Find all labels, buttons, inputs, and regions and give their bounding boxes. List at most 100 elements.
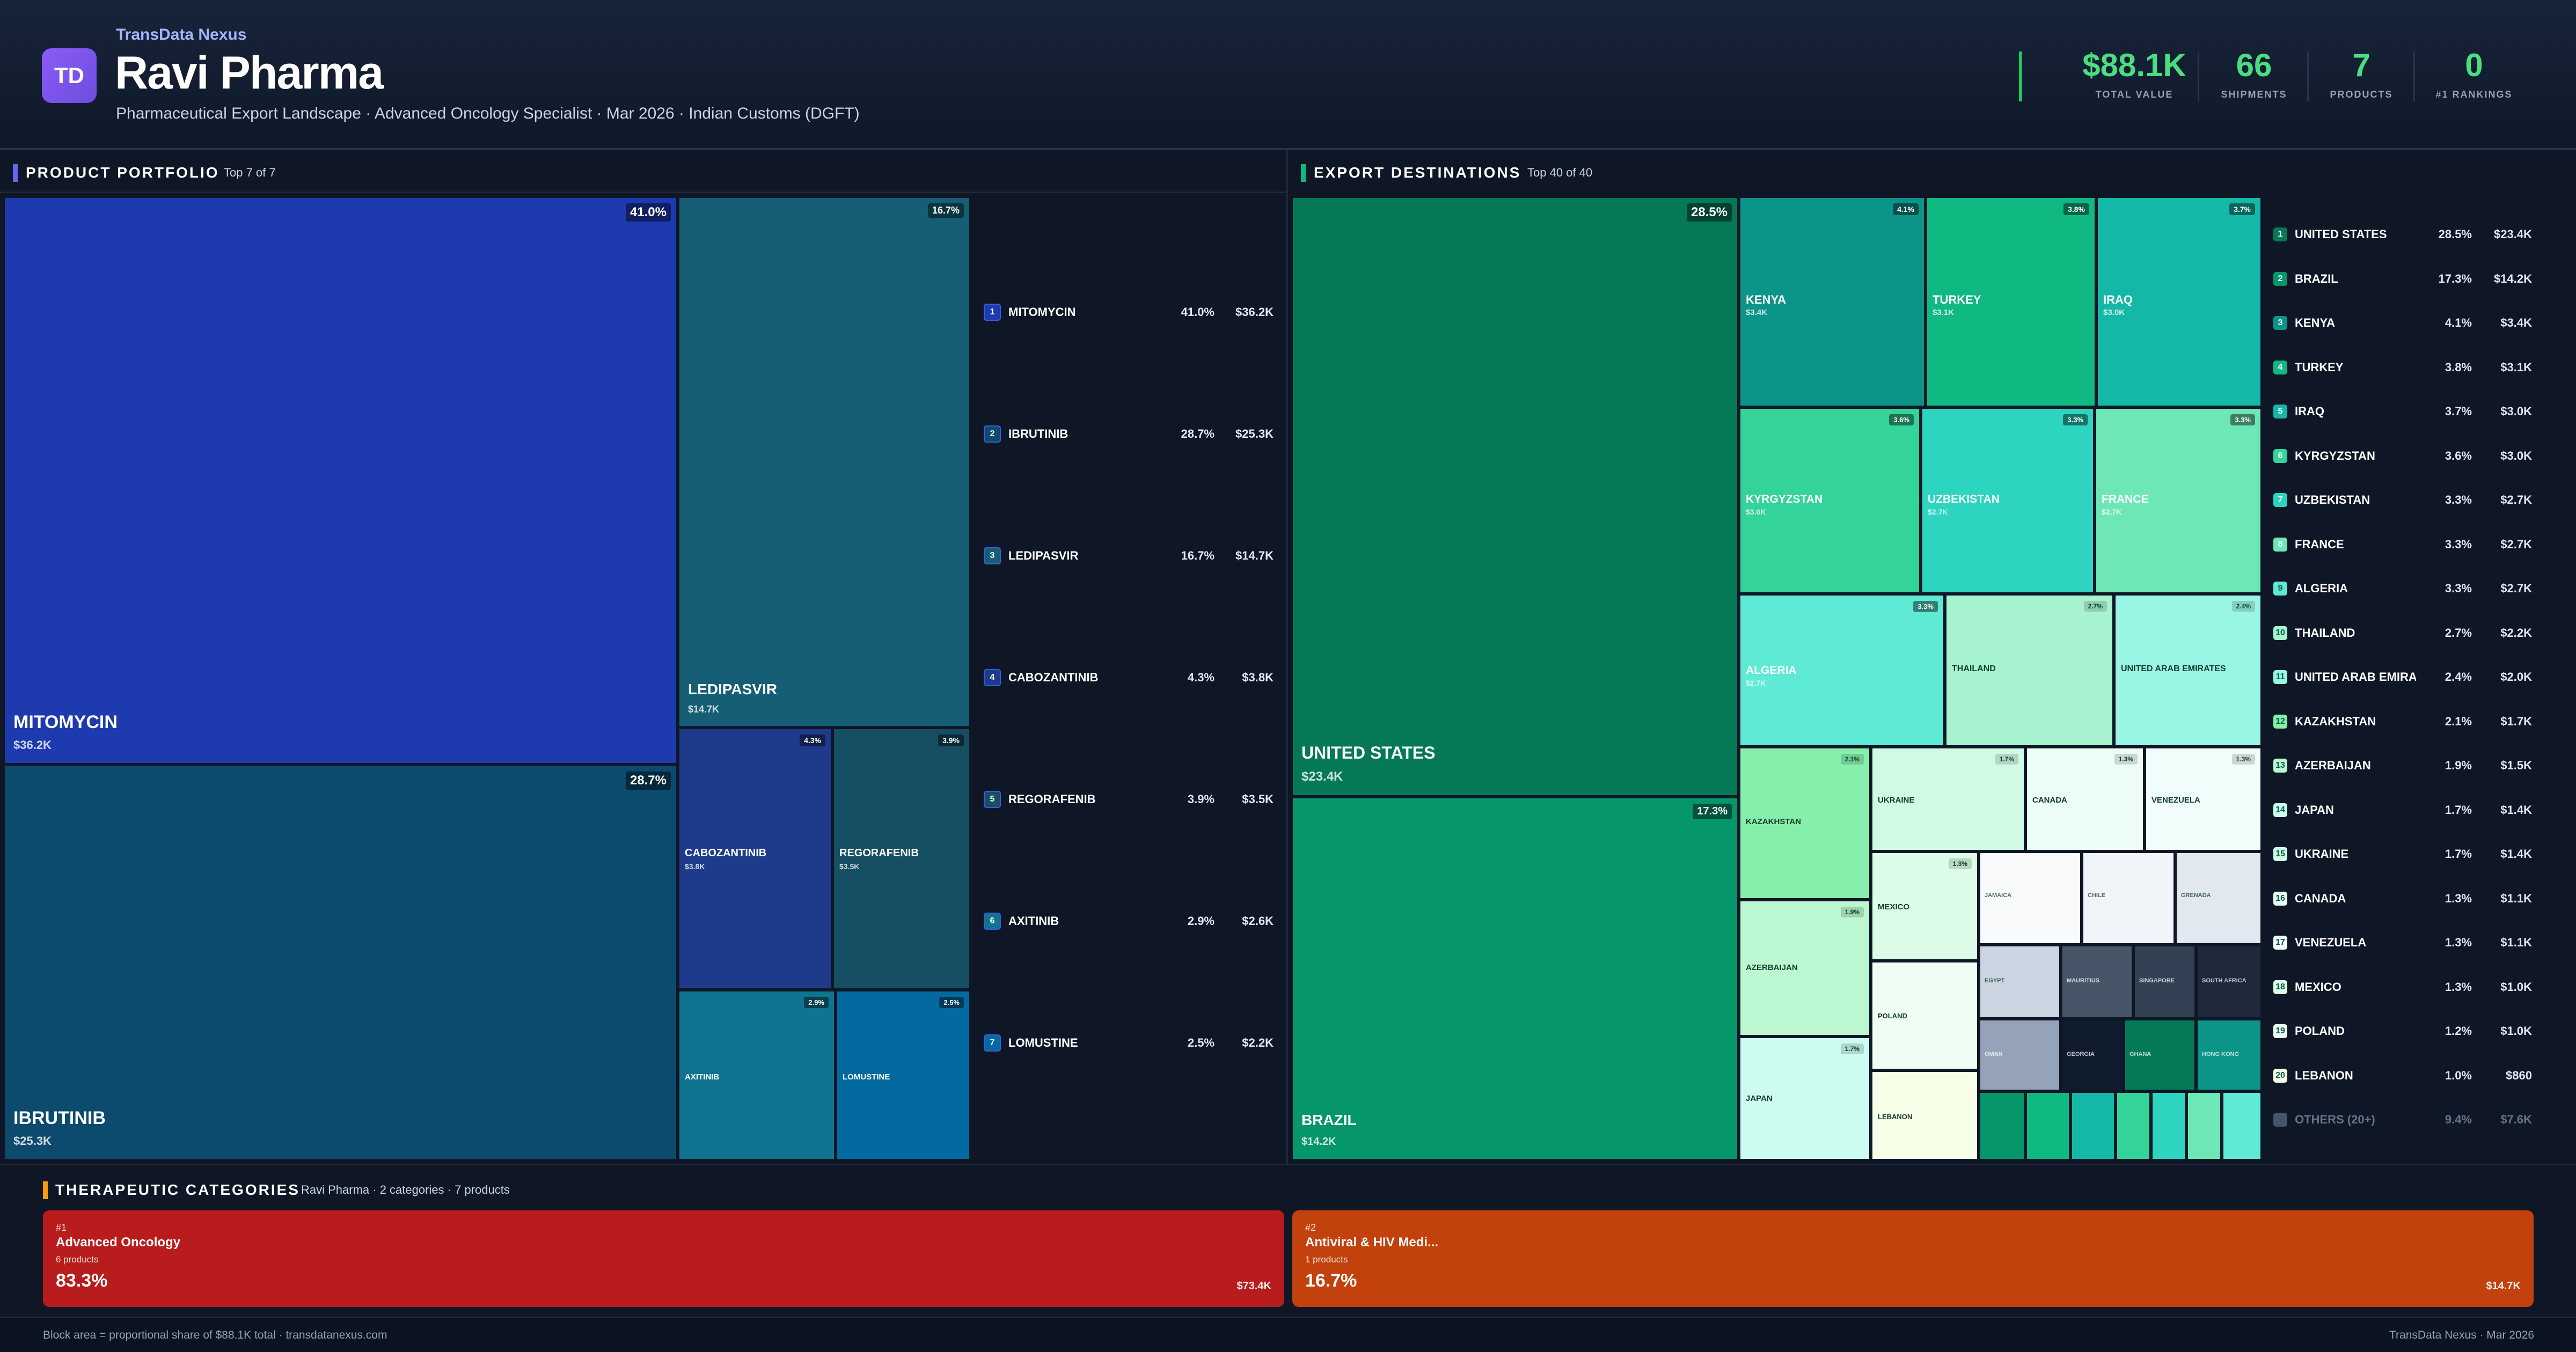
list-item[interactable]: 18 MEXICO 1.3% $1.0K bbox=[2273, 980, 2532, 994]
destination-block-small[interactable] bbox=[2116, 1091, 2151, 1160]
destination-block-small[interactable] bbox=[2070, 1091, 2116, 1160]
destination-block-france[interactable]: FRANCE $2.7K 3.3% bbox=[2095, 407, 2262, 594]
product-block-ledipasvir[interactable]: LEDIPASVIR $14.7K 16.7% bbox=[678, 196, 971, 728]
destination-block-kenya[interactable]: KENYA $3.4K 4.1% bbox=[1739, 196, 1926, 407]
product-block-mitomycin[interactable]: MITOMYCIN $36.2K 41.0% bbox=[3, 196, 678, 765]
list-item[interactable]: 6 AXITINIB 2.9% $2.6K bbox=[984, 913, 1274, 930]
list-item[interactable]: 8 FRANCE 3.3% $2.7K bbox=[2273, 537, 2532, 552]
list-item[interactable]: 3 LEDIPASVIR 16.7% $14.7K bbox=[984, 547, 1274, 564]
categories-title: THERAPEUTIC CATEGORIES bbox=[55, 1181, 300, 1198]
destination-block-venezuela[interactable]: VENEZUELA$1.1K1.3% bbox=[2145, 747, 2262, 851]
list-item-pct: 3.3% bbox=[2445, 493, 2472, 506]
list-item[interactable]: 1 UNITED STATES 28.5% $23.4K bbox=[2273, 227, 2532, 241]
page-subtitle: Pharmaceutical Export Landscape · Advanc… bbox=[116, 105, 860, 122]
destination-block-egypt[interactable]: EGYPT bbox=[1979, 945, 2061, 1019]
list-item-name: LEDIPASVIR bbox=[1008, 549, 1079, 562]
list-item[interactable]: 2 IBRUTINIB 28.7% $25.3K bbox=[984, 425, 1274, 443]
destination-block-thailand[interactable]: THAILAND$2.2K2.7% bbox=[1945, 594, 2114, 747]
destination-block-south-africa[interactable]: SOUTH AFRICA bbox=[2196, 945, 2262, 1019]
list-item-name: LEBANON bbox=[2295, 1068, 2353, 1082]
list-item[interactable]: 1 MITOMYCIN 41.0% $36.2K bbox=[984, 304, 1274, 321]
destination-block-canada[interactable]: CANADA$1.1K1.3% bbox=[2025, 747, 2145, 851]
section-accent-bar bbox=[43, 1181, 48, 1199]
destination-block-uzbekistan[interactable]: UZBEKISTAN $2.7K 3.3% bbox=[1921, 407, 2095, 594]
destination-block-kyrgyzstan[interactable]: KYRGYZSTAN $3.0K 3.6% bbox=[1739, 407, 1921, 594]
product-block-ibrutinib[interactable]: IBRUTINIB $25.3K 28.7% bbox=[3, 765, 678, 1160]
destination-block-name: FRANCE bbox=[2102, 493, 2149, 505]
list-item[interactable]: 5 IRAQ 3.7% $3.0K bbox=[2273, 405, 2532, 418]
destination-block-singapore[interactable]: SINGAPORE bbox=[2133, 945, 2196, 1019]
destination-block-value: $3.1K bbox=[1933, 307, 1955, 317]
product-block-pct: 3.9% bbox=[938, 734, 964, 746]
destination-block-small[interactable] bbox=[2025, 1091, 2070, 1160]
list-item[interactable]: 19 POLAND 1.2% $1.0K bbox=[2273, 1024, 2532, 1038]
list-item[interactable]: 7 LOMUSTINE 2.5% $2.2K bbox=[984, 1034, 1274, 1052]
kpi-rankings: 0 #1 RANKINGS bbox=[2418, 46, 2530, 100]
list-item[interactable]: 3 KENYA 4.1% $3.4K bbox=[2273, 316, 2532, 330]
export-destinations-subtitle: Top 40 of 40 bbox=[1527, 166, 1593, 179]
destination-block-mexico[interactable]: MEXICO$1.0K1.3% bbox=[1871, 851, 1979, 961]
product-block-regorafenib[interactable]: REGORAFENIB $3.5K 3.9% bbox=[832, 728, 971, 990]
destination-block-hong-kong[interactable]: HONG KONG bbox=[2196, 1019, 2262, 1091]
list-item-name: OTHERS (20+) bbox=[2295, 1113, 2375, 1126]
destination-block-united-states[interactable]: UNITED STATES $23.4K 28.5% bbox=[1291, 196, 1739, 797]
list-item[interactable]: 20 LEBANON 1.0% $860 bbox=[2273, 1068, 2532, 1083]
destination-block-chile[interactable]: CHILE bbox=[2082, 851, 2175, 945]
destination-block-turkey[interactable]: TURKEY $3.1K 3.8% bbox=[1926, 196, 2096, 407]
rank-badge: 7 bbox=[984, 1034, 1001, 1052]
destination-block-poland[interactable]: POLAND$1.0K bbox=[1871, 961, 1979, 1070]
destination-block-pct: 3.3% bbox=[2063, 414, 2088, 425]
list-item[interactable]: 12 KAZAKHSTAN 2.1% $1.7K bbox=[2273, 714, 2532, 729]
product-block-pct: 4.3% bbox=[800, 734, 825, 746]
destination-block-georgia[interactable]: GEORGIA bbox=[2061, 1019, 2124, 1091]
destination-block-small[interactable] bbox=[2151, 1091, 2186, 1160]
destination-block-lebanon[interactable]: LEBANON$860 bbox=[1871, 1070, 1979, 1160]
list-item[interactable]: 16 CANADA 1.3% $1.1K bbox=[2273, 891, 2532, 906]
destination-block-united-arab-emirates[interactable]: UNITED ARAB EMIRATES$2.0K2.4% bbox=[2114, 594, 2262, 747]
destination-block-algeria[interactable]: ALGERIA $2.7K 3.3% bbox=[1739, 594, 1945, 747]
list-item[interactable]: 10 THAILAND 2.7% $2.2K bbox=[2273, 626, 2532, 640]
product-block-value: $25.3K bbox=[13, 1134, 52, 1148]
destination-block-small[interactable] bbox=[2222, 1091, 2262, 1160]
list-item-value: $3.0K bbox=[2500, 449, 2532, 462]
list-item-name: REGORAFENIB bbox=[1008, 792, 1096, 806]
rank-badge bbox=[2273, 1113, 2287, 1127]
destination-block-ghana[interactable]: GHANA bbox=[2124, 1019, 2196, 1091]
destination-block-ukraine[interactable]: UKRAINE$1.4K1.7% bbox=[1871, 747, 2025, 851]
product-block-value: $3.8K bbox=[685, 862, 705, 871]
product-block-cabozantinib[interactable]: CABOZANTINIB $3.8K 4.3% bbox=[678, 728, 832, 990]
list-item-pct: 2.7% bbox=[2445, 626, 2472, 640]
list-item[interactable]: 7 UZBEKISTAN 3.3% $2.7K bbox=[2273, 493, 2532, 507]
destination-block-mauritius[interactable]: MAURITIUS bbox=[2061, 945, 2133, 1019]
list-item-pct: 4.3% bbox=[1187, 671, 1214, 684]
product-block-axitinib[interactable]: AXITINIB$2.6K2.9% bbox=[678, 990, 836, 1160]
list-item-value: $3.0K bbox=[2500, 405, 2532, 418]
list-item[interactable]: 2 BRAZIL 17.3% $14.2K bbox=[2273, 271, 2532, 286]
list-item[interactable]: 9 ALGERIA 3.3% $2.7K bbox=[2273, 582, 2532, 596]
destination-block-brazil[interactable]: BRAZIL $14.2K 17.3% bbox=[1291, 797, 1739, 1160]
list-item-others[interactable]: OTHERS (20+) 9.4% $7.6K bbox=[2273, 1113, 2532, 1127]
product-block-pct: 2.5% bbox=[939, 997, 964, 1008]
destination-block-azerbaijan[interactable]: AZERBAIJAN$1.5K1.9% bbox=[1739, 900, 1871, 1037]
destination-block-iraq[interactable]: IRAQ $3.0K 3.7% bbox=[2096, 196, 2262, 407]
list-item[interactable]: 13 AZERBAIJAN 1.9% $1.5K bbox=[2273, 759, 2532, 773]
list-item[interactable]: 4 CABOZANTINIB 4.3% $3.8K bbox=[984, 669, 1274, 686]
category-card[interactable]: #2 Antiviral & HIV Medi... 1 products 16… bbox=[1292, 1210, 2534, 1307]
destination-block-jamaica[interactable]: JAMAICA bbox=[1979, 851, 2082, 945]
destination-block-small[interactable] bbox=[2186, 1091, 2222, 1160]
destination-block-oman[interactable]: OMAN bbox=[1979, 1019, 2061, 1091]
list-item[interactable]: 11 UNITED ARAB EMIRATES 2.4% $2.0K bbox=[2273, 670, 2532, 684]
list-item[interactable]: 4 TURKEY 3.8% $3.1K bbox=[2273, 360, 2532, 374]
list-item[interactable]: 14 JAPAN 1.7% $1.4K bbox=[2273, 803, 2532, 817]
product-block-lomustine[interactable]: LOMUSTINE$2.2K2.5% bbox=[836, 990, 971, 1160]
destination-block-grenada[interactable]: GRENADA bbox=[2175, 851, 2262, 945]
list-item[interactable]: 6 KYRGYZSTAN 3.6% $3.0K bbox=[2273, 449, 2532, 463]
list-item[interactable]: 15 UKRAINE 1.7% $1.4K bbox=[2273, 847, 2532, 861]
list-item[interactable]: 5 REGORAFENIB 3.9% $3.5K bbox=[984, 791, 1274, 808]
rank-badge: 6 bbox=[2273, 449, 2287, 463]
destination-block-small[interactable] bbox=[1979, 1091, 2025, 1160]
destination-block-japan[interactable]: JAPAN$1.4K1.7% bbox=[1739, 1037, 1871, 1160]
destination-block-kazakhstan[interactable]: KAZAKHSTAN$1.7K2.1% bbox=[1739, 747, 1871, 900]
category-card[interactable]: #1 Advanced Oncology 6 products 83.3% $7… bbox=[43, 1210, 1284, 1307]
list-item[interactable]: 17 VENEZUELA 1.3% $1.1K bbox=[2273, 936, 2532, 950]
